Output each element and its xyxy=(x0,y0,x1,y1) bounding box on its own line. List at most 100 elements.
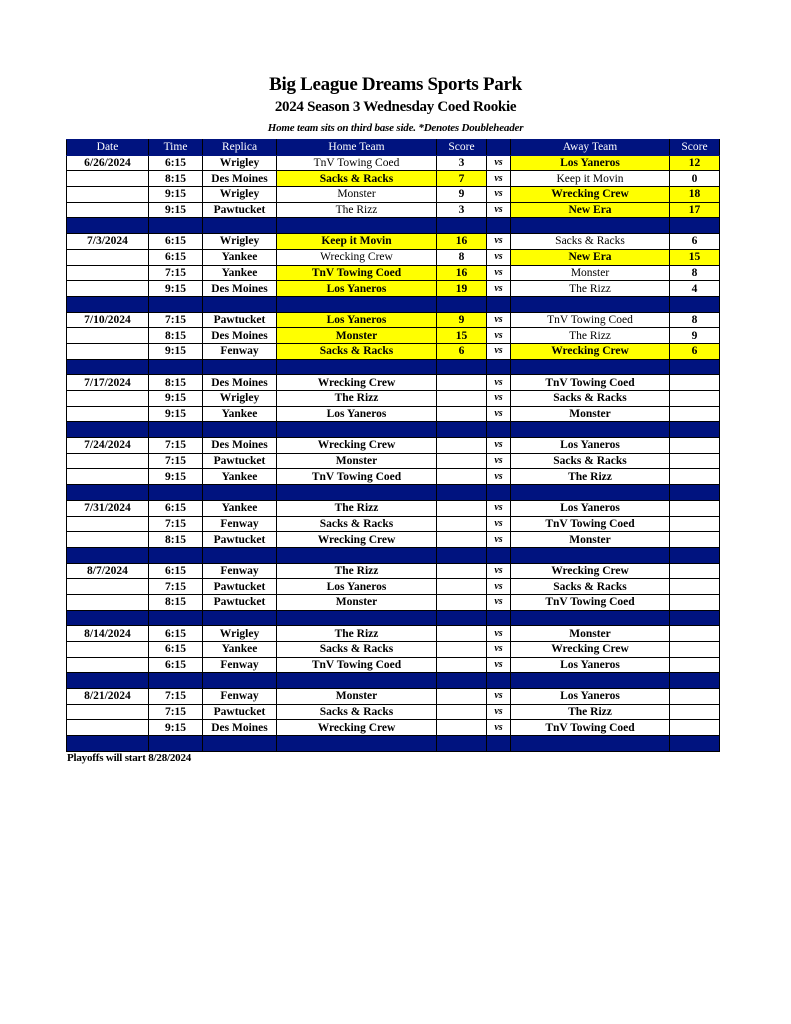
away-score-cell: 8 xyxy=(669,311,720,329)
vs-cell: vs xyxy=(486,499,511,517)
home-team-cell: Sacks & Racks xyxy=(276,703,437,721)
away-team-cell: TnV Towing Coed xyxy=(510,311,670,329)
home-score-cell: 8 xyxy=(436,248,487,266)
table-row: 8:15 Pawtucket Wrecking Crew vs Monster xyxy=(66,531,720,548)
separator-cell xyxy=(510,421,670,439)
replica-cell: Yankee xyxy=(202,264,277,282)
separator-cell xyxy=(436,735,487,752)
away-team-cell: Keep it Movin xyxy=(510,170,670,188)
away-score-cell xyxy=(669,641,720,658)
separator-cell xyxy=(66,421,149,439)
vs-cell: vs xyxy=(486,390,511,407)
home-team-cell: The Rizz xyxy=(276,562,437,580)
home-score-cell xyxy=(436,625,487,642)
replica-cell: Des Moines xyxy=(202,327,277,344)
away-score-cell xyxy=(669,468,720,486)
away-score-cell xyxy=(669,515,720,533)
date-cell xyxy=(66,405,149,423)
separator-cell xyxy=(510,295,670,313)
separator-cell xyxy=(669,484,720,501)
away-team-cell: TnV Towing Coed xyxy=(510,374,670,391)
time-cell: 6:15 xyxy=(148,154,203,172)
separator-cell xyxy=(66,672,149,690)
vs-cell: vs xyxy=(486,248,511,266)
week-separator-row xyxy=(66,217,720,235)
replica-cell: Pawtucket xyxy=(202,593,277,611)
vs-cell: vs xyxy=(486,311,511,329)
replica-cell: Wrigley xyxy=(202,233,277,250)
separator-cell xyxy=(510,217,670,235)
replica-cell: Fenway xyxy=(202,515,277,533)
separator-cell xyxy=(486,484,511,501)
date-cell: 6/26/2024 xyxy=(66,154,149,172)
separator-cell xyxy=(148,609,203,627)
home-score-cell: 3 xyxy=(436,154,487,172)
home-score-cell xyxy=(436,656,487,674)
away-score-cell xyxy=(669,578,720,595)
replica-cell: Pawtucket xyxy=(202,311,277,329)
schedule-note: Home team sits on third base side. *Deno… xyxy=(267,122,524,134)
home-score-cell: 9 xyxy=(436,311,487,329)
time-cell: 9:15 xyxy=(148,719,203,737)
replica-cell: Fenway xyxy=(202,342,277,360)
replica-cell: Yankee xyxy=(202,468,277,486)
home-team-cell: TnV Towing Coed xyxy=(276,264,437,282)
away-team-cell: Sacks & Racks xyxy=(510,390,670,407)
replica-cell: Fenway xyxy=(202,562,277,580)
home-team-cell: TnV Towing Coed xyxy=(276,656,437,674)
away-team-cell: The Rizz xyxy=(510,703,670,721)
replica-cell: Des Moines xyxy=(202,374,277,391)
away-score-cell xyxy=(669,703,720,721)
separator-cell xyxy=(66,546,149,564)
home-team-cell: Keep it Movin xyxy=(276,233,437,250)
table-row: 7/24/2024 7:15 Des Moines Wrecking Crew vs Lo… xyxy=(66,437,720,454)
col-home-team: Home Team xyxy=(276,139,437,156)
vs-cell: vs xyxy=(486,515,511,533)
table-row: 7/3/2024 6:15 Wrigley Keep it Movin 16 vs Sack… xyxy=(66,233,720,250)
home-team-cell: TnV Towing Coed xyxy=(276,468,437,486)
separator-cell xyxy=(202,358,277,376)
col-away-score: Score xyxy=(669,139,720,156)
date-cell: 7/3/2024 xyxy=(66,233,149,250)
separator-cell xyxy=(202,421,277,439)
home-score-cell xyxy=(436,688,487,705)
time-cell: 6:15 xyxy=(148,499,203,517)
date-cell xyxy=(66,703,149,721)
separator-cell xyxy=(148,421,203,439)
separator-cell xyxy=(486,609,511,627)
col-time: Time xyxy=(148,139,203,156)
separator-cell xyxy=(202,546,277,564)
home-score-cell xyxy=(436,437,487,454)
away-team-cell: Wrecking Crew xyxy=(510,641,670,658)
away-score-cell: 4 xyxy=(669,280,720,297)
separator-cell xyxy=(148,217,203,235)
away-score-cell xyxy=(669,719,720,737)
replica-cell: Pawtucket xyxy=(202,703,277,721)
table-row: 7/10/2024 7:15 Pawtucket Los Yaneros 9 vs TnV … xyxy=(66,311,720,329)
separator-cell xyxy=(669,421,720,439)
table-row: 8/7/2024 6:15 Fenway The Rizz vs Wrecking Cre… xyxy=(66,562,720,580)
separator-cell xyxy=(276,735,437,752)
week-separator-row xyxy=(66,609,720,627)
separator-cell xyxy=(669,358,720,376)
date-cell xyxy=(66,186,149,203)
table-row: 6:15 Yankee Sacks & Racks vs Wrecking Crew xyxy=(66,641,720,658)
separator-cell xyxy=(66,735,149,752)
separator-cell xyxy=(669,735,720,752)
home-team-cell: Monster xyxy=(276,452,437,470)
separator-cell xyxy=(436,421,487,439)
date-cell xyxy=(66,280,149,297)
separator-cell xyxy=(276,217,437,235)
separator-cell xyxy=(66,295,149,313)
away-score-cell xyxy=(669,374,720,391)
time-cell: 9:15 xyxy=(148,342,203,360)
vs-cell: vs xyxy=(486,154,511,172)
vs-cell: vs xyxy=(486,641,511,658)
date-cell xyxy=(66,264,149,282)
date-cell xyxy=(66,468,149,486)
replica-cell: Yankee xyxy=(202,499,277,517)
home-team-cell: Wrecking Crew xyxy=(276,374,437,391)
week-separator-row xyxy=(66,672,720,690)
vs-cell: vs xyxy=(486,578,511,595)
vs-cell: vs xyxy=(486,342,511,360)
